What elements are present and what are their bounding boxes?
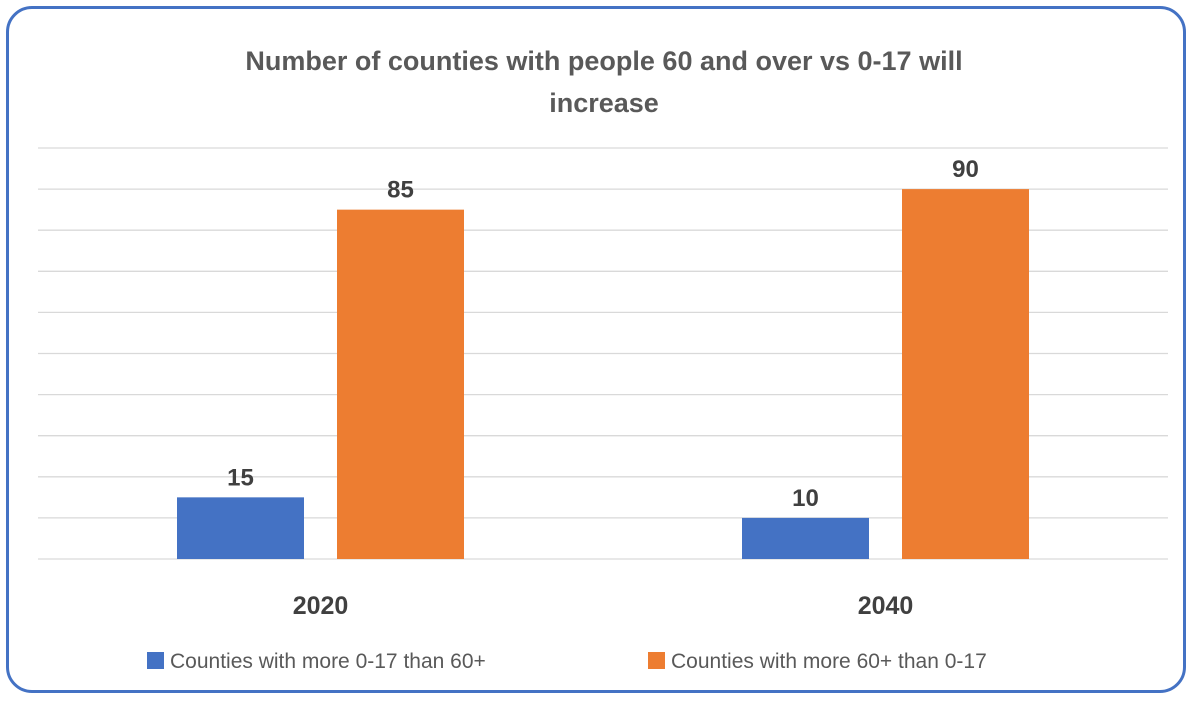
- chart-title-line-2: increase: [549, 88, 659, 118]
- data-labels: 15 85 10 90: [227, 156, 979, 512]
- data-label-2020-series-2: 85: [387, 177, 414, 204]
- legend-item-series-1: Counties with more 0-17 than 60+: [147, 650, 486, 673]
- data-label-2020-series-1: 15: [227, 464, 254, 491]
- x-tick-label-2020: 2020: [293, 592, 349, 620]
- bar-2040-series-2: [902, 189, 1029, 559]
- legend-item-series-2: Counties with more 60+ than 0-17: [648, 650, 987, 673]
- legend: Counties with more 0-17 than 60+ Counties…: [147, 650, 987, 673]
- x-tick-label-2040: 2040: [858, 592, 914, 620]
- bars: [177, 189, 1029, 559]
- legend-swatch: [147, 652, 164, 669]
- x-tick-labels: 2020 2040: [293, 592, 914, 620]
- data-label-2040-series-2: 90: [952, 156, 979, 183]
- legend-label: Counties with more 60+ than 0-17: [671, 650, 987, 673]
- data-label-2040-series-1: 10: [792, 485, 819, 512]
- bar-2020-series-1: [177, 497, 304, 559]
- bar-2020-series-2: [337, 209, 464, 559]
- bar-2040-series-1: [742, 517, 869, 559]
- legend-swatch: [648, 652, 665, 669]
- chart-title-line-1: Number of counties with people 60 and ov…: [245, 46, 962, 76]
- legend-label: Counties with more 0-17 than 60+: [170, 650, 486, 673]
- chart-title: Number of counties with people 60 and ov…: [245, 46, 962, 118]
